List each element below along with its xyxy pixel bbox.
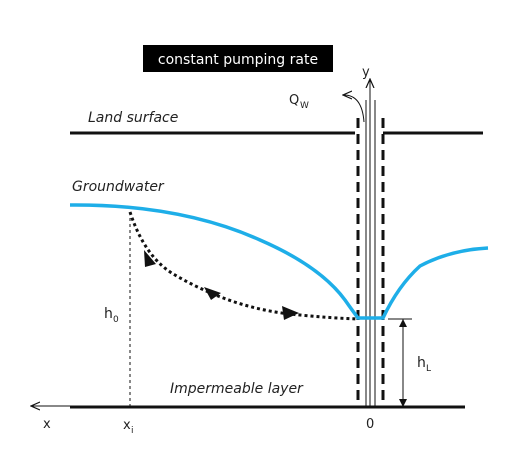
h0-label-sub: 0 (113, 315, 119, 325)
groundwater-label: Groundwater (72, 179, 165, 195)
hL-arrow-top (399, 319, 407, 327)
flow-arrow-2 (204, 287, 221, 300)
discharge-label-sub: W (300, 101, 309, 111)
water-table-curve (69, 203, 489, 320)
discharge-arrow (344, 95, 365, 123)
hL-label-main: h (417, 355, 426, 371)
xi-label-sub: i (131, 426, 134, 436)
land-surface-label: Land surface (88, 110, 178, 126)
impermeable-layer-label: Impermeable layer (170, 381, 304, 397)
flow-arrow-3 (282, 306, 299, 320)
discharge-label-main: Q (289, 93, 299, 108)
x-axis-label: x (43, 417, 51, 432)
y-axis-label: y (362, 65, 370, 80)
hL-label-sub: L (426, 364, 431, 374)
hL-arrow-bottom (399, 399, 407, 407)
origin-label: 0 (366, 417, 374, 432)
flow-path (128, 211, 359, 321)
diagram-title: constant pumping rate (158, 52, 318, 68)
h0-label-main: h (104, 306, 113, 322)
xi-label-main: x (123, 418, 131, 433)
title-box (143, 45, 333, 72)
flow-arrow-1 (144, 250, 156, 267)
